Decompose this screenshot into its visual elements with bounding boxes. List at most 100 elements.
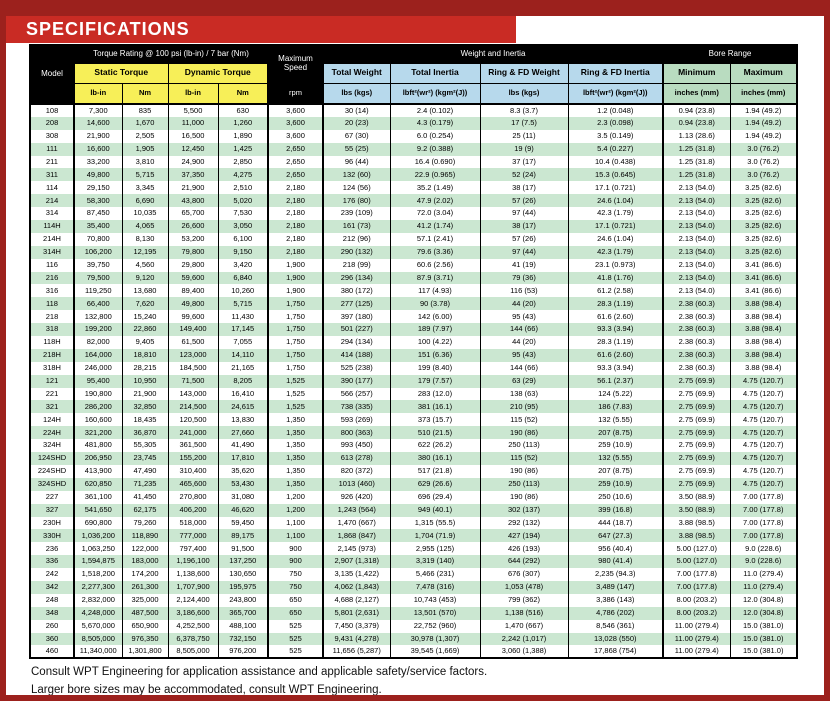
value-cell: 23,745	[121, 452, 168, 465]
value-cell: 630	[217, 104, 268, 117]
value-cell: 89,400	[167, 284, 218, 298]
value-cell: 9,150	[217, 245, 268, 259]
value-cell: 7,300	[73, 104, 122, 117]
model-cell: 218H	[29, 348, 74, 362]
torque-rating-group-header: Torque Rating @ 100 psi (lb-in) / 7 bar …	[73, 45, 268, 64]
value-cell: 3.50 (88.9)	[662, 503, 730, 517]
value-cell: 4,560	[121, 258, 168, 272]
table-row: 108 7,300 835 5,500 630 3,600 30 (14) 2.4 (0.10…	[29, 104, 797, 117]
value-cell: 750	[267, 568, 323, 581]
value-cell: 28.3 (1.19)	[567, 297, 663, 311]
value-cell: 96 (44)	[322, 155, 390, 169]
value-cell: 41.2 (1.74)	[389, 220, 480, 233]
value-cell: 2.13 (54.0)	[662, 207, 730, 221]
table-row: 327 541,650 62,175 406,200 46,620 1,200 1,243 …	[29, 503, 797, 517]
value-cell: 24,615	[217, 400, 268, 414]
value-cell: 42.3 (1.79)	[567, 207, 663, 221]
value-cell: 373 (15.7)	[389, 413, 480, 427]
value-cell: 13,028 (550)	[567, 632, 663, 646]
table-row: 124H 160,600 18,435 120,500 13,830 1,350 593 (…	[29, 413, 797, 427]
value-cell: 2.38 (60.3)	[662, 323, 730, 337]
model-cell: 224H	[29, 426, 74, 440]
value-cell: 7,530	[217, 207, 268, 221]
value-cell: 35,620	[217, 464, 268, 478]
value-cell: 2,650	[267, 168, 323, 182]
value-cell: 1,750	[267, 348, 323, 362]
table-row: 316 119,250 13,680 89,400 10,260 1,900 380 (17…	[29, 284, 797, 298]
page-top-border	[0, 0, 830, 16]
value-cell: 1,868 (847)	[322, 529, 390, 543]
value-cell: 97 (44)	[479, 207, 568, 221]
model-cell: 460	[29, 645, 74, 659]
footer-note-1: Consult WPT Engineering for application …	[31, 666, 488, 678]
total-weight-header: Total Weight	[322, 63, 390, 84]
value-cell: 21,900	[167, 181, 218, 195]
value-cell: 12.0 (304.8)	[729, 593, 797, 607]
model-cell: 260	[29, 619, 74, 633]
value-cell: 2.38 (60.3)	[662, 336, 730, 349]
value-cell: 29,800	[167, 258, 218, 272]
value-cell: 2.75 (69.9)	[662, 374, 730, 388]
table-row: 308 21,900 2,505 16,500 1,890 3,600 67 (30) 6.0…	[29, 129, 797, 143]
value-cell: 30,978 (1,307)	[389, 632, 480, 646]
value-cell: 37 (17)	[479, 155, 568, 169]
value-cell: 2,650	[267, 155, 323, 169]
value-cell: 24.6 (1.04)	[567, 194, 663, 208]
value-cell: 3,345	[121, 181, 168, 195]
value-cell: 1,900	[267, 258, 323, 272]
value-cell: 10,743 (453)	[389, 593, 480, 607]
value-cell: 1.2 (0.048)	[567, 104, 663, 117]
value-cell: 41.8 (1.76)	[567, 271, 663, 285]
value-cell: 5,670,000	[73, 619, 122, 633]
value-cell: 1,138,600	[167, 568, 218, 581]
value-cell: 41,450	[121, 490, 168, 504]
value-cell: 2.13 (54.0)	[662, 284, 730, 298]
value-cell: 5.00 (127.0)	[662, 542, 730, 556]
table-row: 236 1,063,250 122,000 797,400 91,500 900 2,145…	[29, 542, 797, 556]
value-cell: 71,500	[167, 374, 218, 388]
value-cell: 2.75 (69.9)	[662, 426, 730, 440]
value-cell: 44 (20)	[479, 336, 568, 349]
value-cell: 95 (43)	[479, 348, 568, 362]
value-cell: 1,525	[267, 387, 323, 401]
table-row: 248 2,832,000 325,000 2,124,400 243,800 650 4,…	[29, 593, 797, 607]
value-cell: 49,800	[73, 168, 122, 182]
value-cell: 365,700	[217, 606, 268, 620]
value-cell: 3.88 (98.4)	[729, 323, 797, 337]
value-cell: 650,900	[121, 619, 168, 633]
specifications-table: Model Torque Rating @ 100 psi (lb-in) / …	[29, 44, 798, 660]
value-cell: 1,670	[121, 116, 168, 130]
value-cell: 57 (26)	[479, 232, 568, 246]
value-cell: 66,400	[73, 297, 122, 311]
value-cell: 2,180	[267, 220, 323, 233]
value-cell: 60.6 (2.56)	[389, 258, 480, 272]
value-cell: 321,200	[73, 426, 122, 440]
value-cell: 1,750	[267, 310, 323, 324]
value-cell: 399 (16.8)	[567, 503, 663, 517]
value-cell: 1,750	[267, 323, 323, 337]
value-cell: 2.13 (54.0)	[662, 245, 730, 259]
value-cell: 1.94 (49.2)	[729, 104, 797, 117]
value-cell: 525	[267, 632, 323, 646]
value-cell: 465,600	[167, 477, 218, 491]
value-cell: 1,350	[267, 413, 323, 427]
value-cell: 5,801 (2,631)	[322, 606, 390, 620]
value-cell: 2.75 (69.9)	[662, 452, 730, 465]
value-cell: 9.0 (228.6)	[729, 555, 797, 569]
total-inertia-header: Total Inertia	[389, 63, 480, 84]
max-speed-line2: Speed	[283, 63, 308, 73]
value-cell: 2,180	[267, 194, 323, 208]
value-cell: 3.88 (98.4)	[729, 361, 797, 375]
value-cell: 11.0 (279.4)	[729, 568, 797, 581]
value-cell: 144 (66)	[479, 361, 568, 375]
value-cell: 7.00 (177.8)	[662, 568, 730, 581]
value-cell: 246,000	[73, 361, 122, 375]
value-cell: 650	[267, 606, 323, 620]
value-cell: 13,501 (570)	[389, 606, 480, 620]
value-cell: 10,035	[121, 207, 168, 221]
value-cell: 36,870	[121, 426, 168, 440]
value-cell: 250 (10.6)	[567, 490, 663, 504]
value-cell: 406,200	[167, 503, 218, 517]
value-cell: 24.6 (1.04)	[567, 232, 663, 246]
value-cell: 1.25 (31.8)	[662, 142, 730, 156]
